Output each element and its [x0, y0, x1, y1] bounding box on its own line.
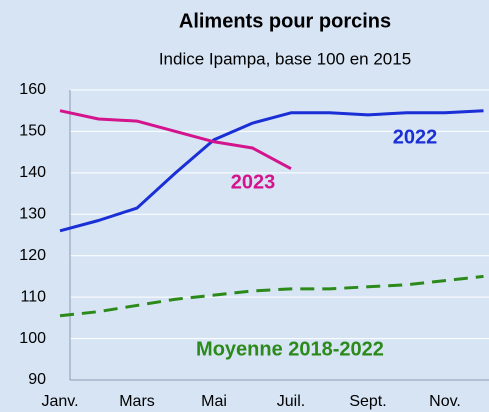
series-line: [59, 109, 484, 233]
y-tick-label: 120: [19, 247, 46, 264]
x-tick-label: Janv.: [41, 393, 78, 410]
chart-title: Aliments pour porcins: [179, 10, 391, 32]
y-tick-label: 130: [19, 206, 46, 223]
chart-subtitle: Indice Ipampa, base 100 en 2015: [159, 49, 411, 68]
series-label: Moyenne 2018-2022: [196, 338, 384, 360]
x-tick-label: Sept.: [349, 393, 386, 410]
x-tick-label: Mars: [119, 393, 155, 410]
x-tick-label: Mai: [201, 393, 227, 410]
y-tick-label: 100: [19, 330, 46, 347]
y-tick-label: 110: [20, 288, 46, 305]
x-tick-label: Nov.: [429, 393, 461, 410]
series-line: [59, 109, 292, 171]
y-tick-label: 140: [19, 164, 46, 181]
series-line: [59, 274, 484, 318]
y-tick-label: 160: [19, 81, 46, 98]
y-tick-label: 90: [28, 371, 46, 388]
x-tick-label: Juil.: [277, 393, 305, 410]
series-label: 2023: [231, 171, 276, 193]
series-label: 2022: [393, 126, 438, 148]
y-tick-label: 150: [19, 123, 46, 140]
